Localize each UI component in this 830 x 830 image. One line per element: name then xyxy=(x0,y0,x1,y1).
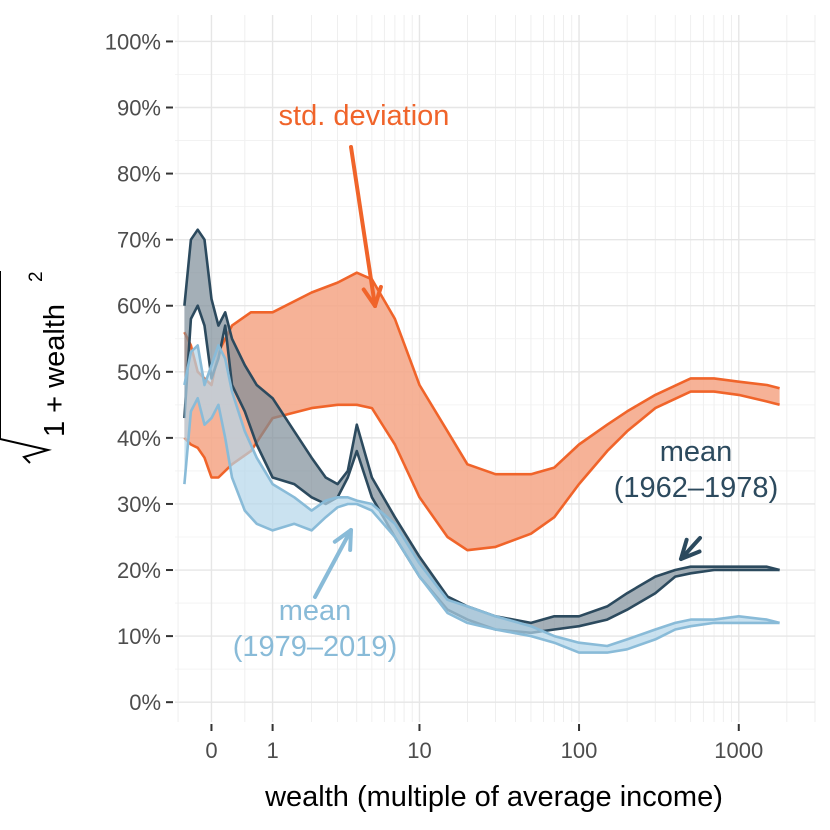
annotation-arrow-shaft xyxy=(349,145,377,308)
y-axis-title-exponent: 2 xyxy=(26,271,47,282)
annotation-arrow-shaft xyxy=(313,528,353,599)
annotation-text: (1979–2019) xyxy=(233,631,397,663)
y-tick-label: 0% xyxy=(129,690,161,715)
series-line-lower xyxy=(183,396,780,654)
annotation-text: mean xyxy=(279,595,352,627)
minor-gridlines xyxy=(175,15,816,722)
y-tick-label: 60% xyxy=(117,294,161,319)
y-axis: 0% 10% 20% 30% 40% 50% 60% 70% 80% 90% 100% xyxy=(105,29,173,715)
annotation-text: std. deviation xyxy=(279,100,450,132)
series-line-upper xyxy=(183,344,780,648)
y-tick-label: 30% xyxy=(117,492,161,517)
y-tick-label: 10% xyxy=(117,624,161,649)
series-line-upper xyxy=(183,228,780,625)
x-tick-label: 0 xyxy=(205,738,217,763)
y-tick-label: 80% xyxy=(117,162,161,187)
y-tick-label: 40% xyxy=(117,426,161,451)
annotations: std. deviation mean (1962–1978) mean (1979–2… xyxy=(233,100,778,663)
y-tick-label: 100% xyxy=(105,29,161,54)
radical-sign xyxy=(0,271,52,464)
annotation-arrow-head xyxy=(332,528,353,552)
series-group xyxy=(183,228,780,635)
annotation-arrow-head xyxy=(361,284,383,308)
x-tick-label: 1000 xyxy=(714,738,763,763)
x-tick-label: 10 xyxy=(407,738,431,763)
series-line-lower xyxy=(183,304,780,635)
series-group xyxy=(183,344,780,654)
annotation-arrow-shaft xyxy=(679,536,702,561)
y-axis-title-radicand: 1 + wealth xyxy=(39,304,71,437)
y-tick-label: 50% xyxy=(117,360,161,385)
y-tick-label: 70% xyxy=(117,228,161,253)
x-tick-label: 100 xyxy=(561,738,598,763)
series-line-lower xyxy=(183,390,780,552)
annotation-arrow-head xyxy=(679,537,702,561)
series-ribbon xyxy=(184,272,780,551)
x-tick-label: 1 xyxy=(266,738,278,763)
annotation-std: std. deviation xyxy=(279,100,450,308)
annotation-text: (1962–1978) xyxy=(614,472,778,504)
series-layer xyxy=(183,228,780,654)
annotation-text: mean xyxy=(660,436,733,468)
annotation-mean_late: mean (1979–2019) xyxy=(233,528,397,663)
x-axis-title: wealth (multiple of average income) xyxy=(264,781,723,813)
y-tick-label: 90% xyxy=(117,96,161,121)
y-axis-title: 1 + wealth 2 xyxy=(0,271,71,464)
annotation-mean_early: mean (1962–1978) xyxy=(614,436,778,561)
x-axis: 0 1 10 100 1000 xyxy=(205,724,763,763)
y-tick-label: 20% xyxy=(117,558,161,583)
